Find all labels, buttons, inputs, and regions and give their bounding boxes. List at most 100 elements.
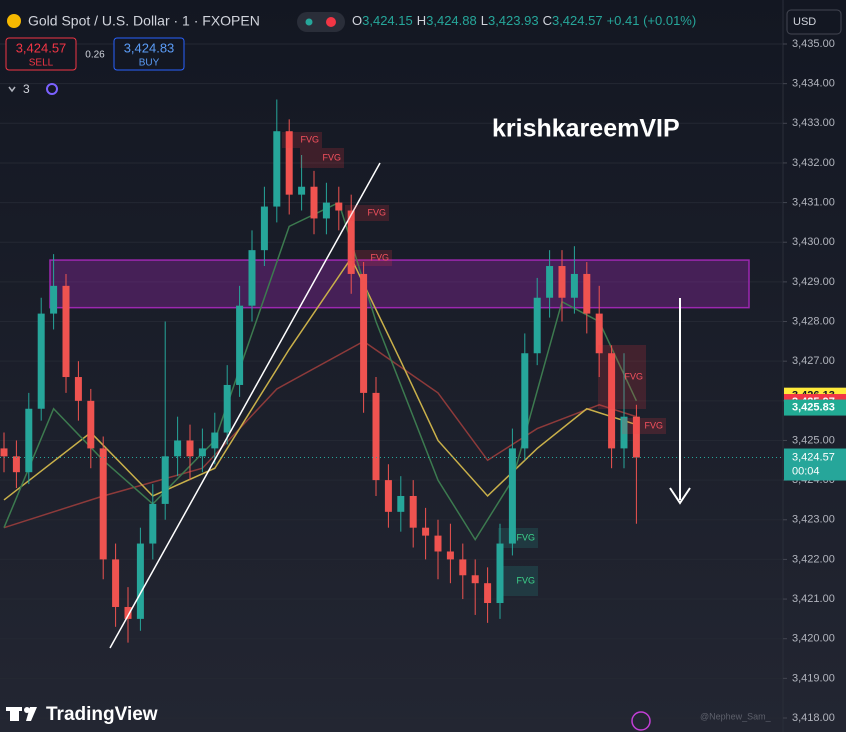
spread: 0.26: [85, 50, 105, 61]
price-badge: [784, 399, 846, 416]
y-tick-label: 3,429.00: [792, 276, 835, 288]
buy-button[interactable]: [113, 37, 185, 71]
fvg-label: FVG: [367, 207, 386, 217]
fvg-label: FVG: [624, 371, 643, 381]
fvg-box: [598, 345, 646, 409]
brand-logo: [6, 707, 22, 711]
y-tick-label: 3,432.00: [792, 157, 835, 169]
candle-body: [99, 448, 107, 560]
candle-body: [459, 559, 467, 576]
brand: TradingView: [46, 704, 158, 725]
candle-body: [211, 432, 219, 449]
fvg-label: FVG: [516, 532, 535, 542]
arrow-head: [669, 487, 691, 505]
candle-body: [322, 202, 330, 219]
candle-body: [298, 186, 306, 195]
fvg-box: [498, 528, 538, 548]
candle-body: [74, 377, 82, 401]
candle-body: [360, 273, 368, 393]
moving-average: [3, 256, 637, 501]
indicator-count[interactable]: 3: [23, 82, 30, 96]
fvg-label: FVG: [322, 152, 341, 162]
ohlc-value: 3,424.15: [362, 13, 413, 28]
currency[interactable]: USD: [793, 16, 816, 28]
symbol-logo: [7, 14, 21, 28]
candle-body: [112, 559, 120, 607]
y-tick-label: 3,433.00: [792, 117, 835, 129]
candle-body: [434, 535, 442, 552]
brand-logo: [24, 707, 30, 713]
price-badge: [784, 448, 846, 481]
candle-body: [25, 408, 33, 473]
candle-body: [546, 266, 554, 298]
ohlc-label: C: [543, 13, 552, 28]
fvg-box: [300, 148, 344, 168]
candle-body: [496, 543, 504, 604]
alert-icon[interactable]: [631, 711, 651, 731]
candle-body: [12, 456, 20, 473]
y-tick-label: 3,434.00: [792, 78, 835, 90]
trend-line: [109, 162, 381, 649]
candle-body: [236, 305, 244, 385]
fvg-box: [282, 132, 322, 148]
buy-label[interactable]: BUY: [139, 58, 160, 69]
sell-label[interactable]: SELL: [29, 58, 54, 69]
price-badge-label: 3,424.57: [792, 451, 835, 463]
collapse-icon[interactable]: [8, 86, 16, 93]
y-tick-label: 3,431.00: [792, 196, 835, 208]
moving-average: [3, 340, 637, 529]
candle-body: [0, 448, 8, 457]
candle-body: [198, 448, 206, 457]
price-badge-label: 3,425.83: [792, 401, 835, 413]
candle-body: [632, 416, 640, 458]
y-tick-label: 3,421.00: [792, 593, 835, 605]
sell-button[interactable]: [5, 37, 77, 71]
candle-body: [174, 440, 182, 457]
candle-body: [471, 575, 479, 584]
candle-body: [136, 543, 144, 619]
symbol-title[interactable]: Gold Spot / U.S. Dollar · 1 · FXOPEN: [28, 13, 260, 29]
candle-body: [260, 206, 268, 251]
candle-body: [37, 313, 45, 409]
ohlc-value: 3,424.88: [426, 13, 477, 28]
buy-price[interactable]: 3,424.83: [124, 40, 175, 55]
candle-body: [285, 131, 293, 195]
ohlc-value: 3,424.57: [552, 13, 603, 28]
candle-body: [446, 551, 454, 560]
y-tick-label: 3,419.00: [792, 672, 835, 684]
y-tick-label: 3,427.00: [792, 355, 835, 367]
ohlc-label: H: [417, 13, 426, 28]
candle-body: [273, 131, 281, 207]
candle-body: [409, 495, 417, 528]
fvg-label: FVG: [370, 252, 389, 262]
ohlc-label: L: [481, 13, 488, 28]
candle-body: [508, 448, 516, 544]
fvg-box: [622, 418, 666, 434]
status-pill[interactable]: [297, 12, 345, 32]
candle-body: [186, 440, 194, 457]
candle-body: [422, 527, 430, 536]
candle-body: [223, 384, 231, 433]
sell-price[interactable]: 3,424.57: [16, 40, 67, 55]
y-tick-label: 3,422.00: [792, 553, 835, 565]
indicator-icon[interactable]: [46, 83, 58, 95]
candle-body: [583, 273, 591, 314]
candle-body: [248, 250, 256, 306]
candle-body: [372, 392, 380, 481]
status-dot: [305, 18, 313, 26]
candle-body: [484, 583, 492, 604]
fvg-label: FVG: [644, 420, 663, 430]
y-tick-label: 3,423.00: [792, 514, 835, 526]
currency-box[interactable]: [786, 9, 842, 35]
candle-body: [384, 480, 392, 512]
candle-body: [521, 353, 529, 449]
candle-body: [558, 266, 566, 298]
candle-body: [62, 285, 70, 378]
y-tick-label: 3,430.00: [792, 236, 835, 248]
credit: @Nephew_Sam_: [700, 711, 772, 721]
candle-body: [149, 503, 157, 544]
candle-body: [347, 210, 355, 274]
y-tick-label: 3,428.00: [792, 315, 835, 327]
moving-average: [3, 201, 638, 542]
